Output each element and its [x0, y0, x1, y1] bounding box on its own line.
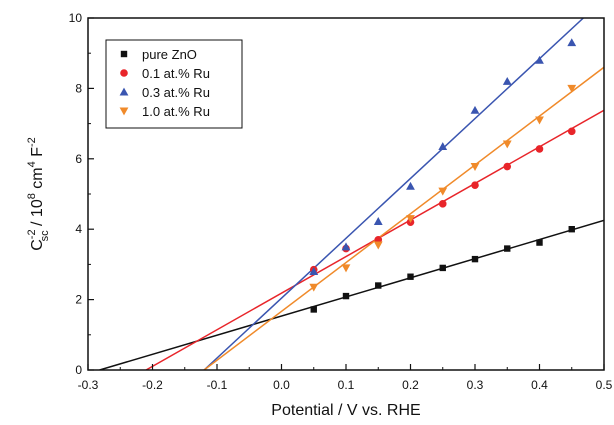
- point-series-0: [342, 292, 350, 300]
- y-axis-label: C-2sc / 108 cm4 F-2: [26, 137, 51, 251]
- point-series-0: [439, 264, 446, 272]
- point-series-0: [407, 273, 414, 280]
- y-label-exp1: 8: [26, 193, 38, 199]
- y-label-exp3: -2: [26, 137, 38, 147]
- point-series-1: [438, 200, 447, 208]
- y-label-sub: sc: [39, 230, 51, 242]
- x-tick-label: -0.3: [78, 378, 99, 392]
- point-series-2: [535, 55, 544, 64]
- legend-label: 0.1 at.% Ru: [142, 66, 210, 81]
- point-series-2: [567, 38, 577, 47]
- fit-line-2: [203, 18, 584, 370]
- y-tick-label: 0: [75, 363, 82, 377]
- point-series-0: [471, 255, 479, 263]
- point-series-3: [373, 241, 383, 250]
- data-points: [309, 38, 577, 313]
- x-tick-label: 0.0: [273, 378, 290, 392]
- point-series-3: [406, 215, 415, 224]
- legend-label: pure ZnO: [142, 47, 197, 62]
- point-series-2: [502, 76, 512, 85]
- y-label-exp2: 4: [26, 161, 38, 167]
- x-tick-label: 0.1: [338, 378, 355, 392]
- x-tick-label: -0.2: [142, 378, 163, 392]
- point-series-3: [567, 84, 577, 93]
- y-tick-label: 8: [75, 81, 82, 95]
- point-series-0: [375, 282, 382, 289]
- y-tick-label: 4: [75, 222, 82, 236]
- point-series-2: [406, 181, 415, 190]
- point-series-3: [341, 264, 351, 273]
- point-series-2: [438, 142, 448, 150]
- point-series-3: [470, 163, 480, 171]
- point-series-3: [502, 140, 512, 149]
- point-series-0: [568, 226, 575, 233]
- legend-marker: [119, 87, 129, 96]
- legend-marker: [120, 69, 128, 77]
- y-tick-label: 6: [75, 152, 82, 166]
- point-series-3: [438, 187, 448, 196]
- x-tick-label: 0.4: [531, 378, 548, 392]
- point-series-2: [470, 105, 480, 114]
- point-series-3: [535, 116, 544, 125]
- point-series-0: [310, 306, 317, 313]
- point-series-1: [567, 127, 576, 136]
- point-series-0: [504, 245, 511, 252]
- y-tick-label: 10: [69, 11, 83, 25]
- point-series-1: [503, 162, 512, 171]
- y-tick-label: 2: [75, 293, 82, 307]
- point-series-3: [309, 283, 319, 292]
- point-series-2: [373, 217, 383, 225]
- fit-line-0: [99, 219, 604, 370]
- x-axis-label: Potential / V vs. RHE: [271, 402, 420, 419]
- point-series-1: [471, 181, 479, 189]
- x-tick-label: 0.3: [467, 378, 484, 392]
- legend-label: 0.3 at.% Ru: [142, 85, 210, 100]
- point-series-1: [535, 145, 544, 153]
- x-tick-label: 0.5: [596, 378, 613, 392]
- legend: pure ZnO 0.1 at.% Ru 0.3 at.% Ru 1.0 at.% R…: [105, 39, 243, 129]
- point-series-2: [341, 242, 351, 251]
- fit-line-3: [203, 66, 604, 370]
- legend-marker: [120, 50, 128, 58]
- point-series-0: [536, 239, 543, 246]
- legend-box: [105, 39, 243, 129]
- x-axis-ticks: -0.3 -0.2 -0.1 0.0 0.1 0.2 0.3 0.4 0.5: [78, 364, 613, 392]
- x-tick-label: -0.1: [207, 378, 228, 392]
- y-label-unit: cm: [29, 167, 46, 193]
- legend-marker: [119, 107, 129, 116]
- y-label-unit2: F: [29, 147, 46, 161]
- y-label-rest: / 10: [29, 199, 46, 230]
- y-axis-ticks: 0 2 4 6 8 10: [69, 11, 94, 377]
- y-label-base: C: [29, 239, 46, 251]
- y-label-sup: -2: [26, 229, 38, 239]
- x-tick-label: 0.2: [402, 378, 419, 392]
- point-series-2: [309, 267, 319, 275]
- legend-label: 1.0 at.% Ru: [142, 104, 210, 119]
